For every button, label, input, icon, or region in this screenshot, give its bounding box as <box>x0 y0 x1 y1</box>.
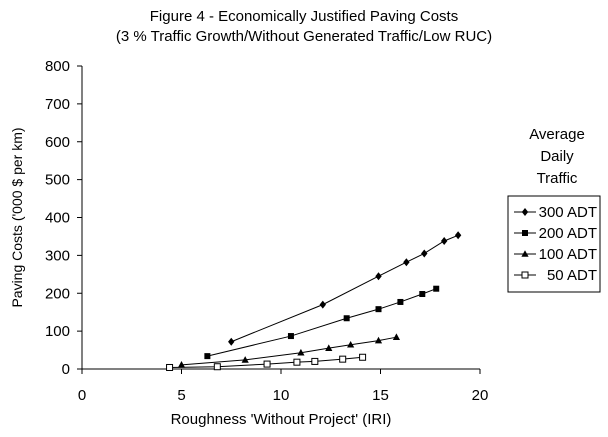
y-tick-label: 0 <box>62 361 70 378</box>
legend-title: Average Daily Traffic <box>512 124 602 190</box>
legend-box <box>507 195 601 293</box>
data-point-diamond <box>375 272 382 281</box>
data-point-square <box>204 353 211 360</box>
series-200-adt <box>204 285 440 360</box>
x-axis: 0 5 10 15 20 <box>78 369 489 404</box>
data-point-open-square <box>166 363 174 371</box>
y-tick-label: 800 <box>45 58 70 75</box>
y-tick-label: 400 <box>45 210 70 227</box>
y-axis-label: Paving Costs ('000 $ per km) <box>9 127 25 307</box>
data-point-square <box>433 285 440 292</box>
x-tick-label: 10 <box>273 387 290 404</box>
legend-item: 50 ADT <box>514 267 597 284</box>
y-tick-label: 500 <box>45 172 70 189</box>
chart-title: Figure 4 - Economically Justified Paving… <box>149 8 459 25</box>
data-point-diamond <box>228 337 235 346</box>
data-point-open-square <box>359 353 367 361</box>
data-point-open-square <box>521 271 529 279</box>
legend-label: 50 ADT <box>547 267 597 284</box>
legend-title-line: Average <box>529 126 585 143</box>
data-point-square <box>419 291 426 298</box>
data-point-open-square <box>339 355 347 363</box>
data-point-diamond <box>421 249 428 258</box>
legend: 300 ADT 200 ADT 100 ADT 50 ADT <box>507 195 601 293</box>
series-100-adt <box>177 333 401 368</box>
series-300-adt <box>228 231 462 346</box>
x-tick-label: 15 <box>372 387 389 404</box>
data-point-square <box>522 230 528 236</box>
x-axis-label: Roughness 'Without Project' (IRI) <box>171 411 392 428</box>
data-point-triangle <box>347 340 355 348</box>
data-point-square <box>343 315 350 322</box>
y-tick-label: 200 <box>45 285 70 302</box>
plot-area: 0 100 200 300 400 500 600 700 800 0 5 10 15 20 <box>45 58 488 404</box>
y-tick-label: 100 <box>45 323 70 340</box>
legend-item: 100 ADT <box>514 246 597 263</box>
y-tick-label: 700 <box>45 96 70 113</box>
series-line <box>207 288 437 357</box>
y-tick-label: 300 <box>45 247 70 264</box>
legend-title-line: Daily <box>540 148 574 165</box>
data-point-square <box>397 298 404 305</box>
data-point-triangle <box>241 356 249 363</box>
data-point-square <box>287 333 294 340</box>
x-tick-label: 0 <box>78 387 86 404</box>
data-point-open-square <box>293 358 301 366</box>
data-point-open-square <box>311 357 319 365</box>
legend-label: 200 ADT <box>539 225 597 242</box>
data-point-triangle <box>374 336 383 344</box>
data-point-diamond <box>521 208 529 216</box>
data-point-open-square <box>263 360 271 368</box>
data-point-triangle <box>177 361 186 368</box>
data-point-triangle <box>521 250 529 257</box>
data-point-square <box>375 306 382 313</box>
data-point-triangle <box>392 333 401 340</box>
y-tick-label: 600 <box>45 134 70 151</box>
y-axis: 0 100 200 300 400 500 600 700 800 <box>45 58 82 378</box>
data-point-diamond <box>454 231 462 240</box>
series-50-adt <box>166 353 367 371</box>
data-point-diamond <box>440 236 448 245</box>
legend-title-line: Traffic <box>536 170 578 187</box>
chart-subtitle: (3 % Traffic Growth/Without Generated Tr… <box>115 28 493 45</box>
data-point-triangle <box>325 344 333 351</box>
legend-item: 200 ADT <box>514 225 597 242</box>
data-point-diamond <box>319 300 326 309</box>
series-layer <box>166 231 462 371</box>
legend-label: 300 ADT <box>539 204 597 221</box>
legend-item: 300 ADT <box>514 204 597 221</box>
data-point-triangle <box>297 348 305 356</box>
legend-label: 100 ADT <box>539 246 597 263</box>
x-tick-label: 20 <box>472 387 489 404</box>
data-point-open-square <box>213 363 221 371</box>
x-tick-label: 5 <box>177 387 185 404</box>
data-point-diamond <box>403 258 410 267</box>
